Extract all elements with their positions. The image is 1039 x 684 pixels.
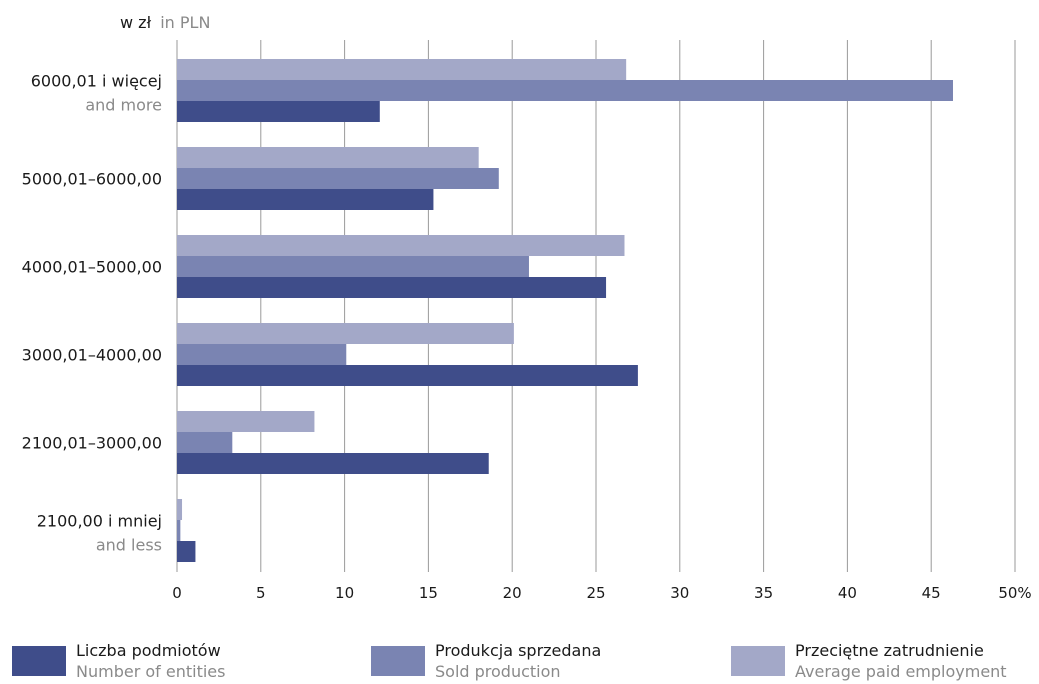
bar	[177, 432, 233, 453]
x-tick-label: 15	[419, 584, 438, 602]
x-tick-label: 40	[838, 584, 857, 602]
x-tick-label: 30	[670, 584, 689, 602]
bar	[177, 520, 181, 541]
gridlines	[176, 40, 1016, 572]
legend-swatch-production	[371, 646, 425, 676]
bar	[177, 453, 489, 474]
x-tick-label: 0	[172, 584, 182, 602]
category-label: 6000,01 i więcej	[31, 72, 162, 91]
bars	[177, 59, 953, 562]
bar	[177, 235, 625, 256]
legend-label-en: Average paid employment	[795, 662, 1007, 681]
bar	[177, 365, 638, 386]
legend-label-en: Number of entities	[76, 662, 226, 681]
x-axis-ticks: 0 5 10 15 20 25 30 35 40 45 50%	[172, 584, 1031, 602]
bar	[177, 499, 183, 520]
bar	[177, 189, 434, 210]
x-tick-label: 20	[503, 584, 522, 602]
unit-label: w zł in PLN	[120, 13, 210, 32]
legend-label-en: Sold production	[435, 662, 561, 681]
legend-label-pl: Przeciętne zatrudnienie	[795, 641, 984, 660]
bar	[177, 411, 315, 432]
x-tick-label: 5	[256, 584, 266, 602]
x-tick-label: 35	[754, 584, 773, 602]
legend-label-pl: Liczba podmiotów	[76, 641, 221, 660]
x-tick-label: 50%	[998, 584, 1031, 602]
bar	[177, 147, 479, 168]
category-label: 2100,00 i mniej	[37, 512, 162, 531]
bar	[177, 344, 347, 365]
category-label: 2100,01–3000,00	[22, 434, 162, 453]
chart: w zł in PLN 6000,01 i więcej and more 5000…	[22, 13, 1032, 602]
bar	[177, 256, 529, 277]
unit-label-en: in PLN	[160, 13, 210, 32]
bar	[177, 277, 607, 298]
legend-swatch-entities	[12, 646, 66, 676]
legend-item-entities: Liczba podmiotów Number of entities	[12, 640, 225, 684]
category-label: 4000,01–5000,00	[22, 258, 162, 277]
bar	[177, 101, 380, 122]
bar	[177, 323, 514, 344]
category-label: 3000,01–4000,00	[22, 346, 162, 365]
bar	[177, 59, 627, 80]
category-labels: 6000,01 i więcej and more 5000,01–6000,00 4…	[22, 72, 162, 555]
category-label: 5000,01–6000,00	[22, 170, 162, 189]
bar	[177, 168, 499, 189]
unit-label-pl: w zł	[120, 13, 152, 32]
bar	[177, 541, 196, 562]
category-label-en: and less	[96, 536, 162, 555]
x-tick-label: 45	[922, 584, 941, 602]
legend-swatch-employment	[731, 646, 785, 676]
bar	[177, 80, 953, 101]
x-tick-label: 10	[335, 584, 354, 602]
x-tick-label: 25	[586, 584, 605, 602]
legend-item-production: Produkcja sprzedana Sold production	[371, 640, 601, 684]
legend-label-pl: Produkcja sprzedana	[435, 641, 602, 660]
legend-item-employment: Przeciętne zatrudnienie Average paid emp…	[731, 640, 1007, 684]
category-label-en: and more	[85, 96, 162, 115]
